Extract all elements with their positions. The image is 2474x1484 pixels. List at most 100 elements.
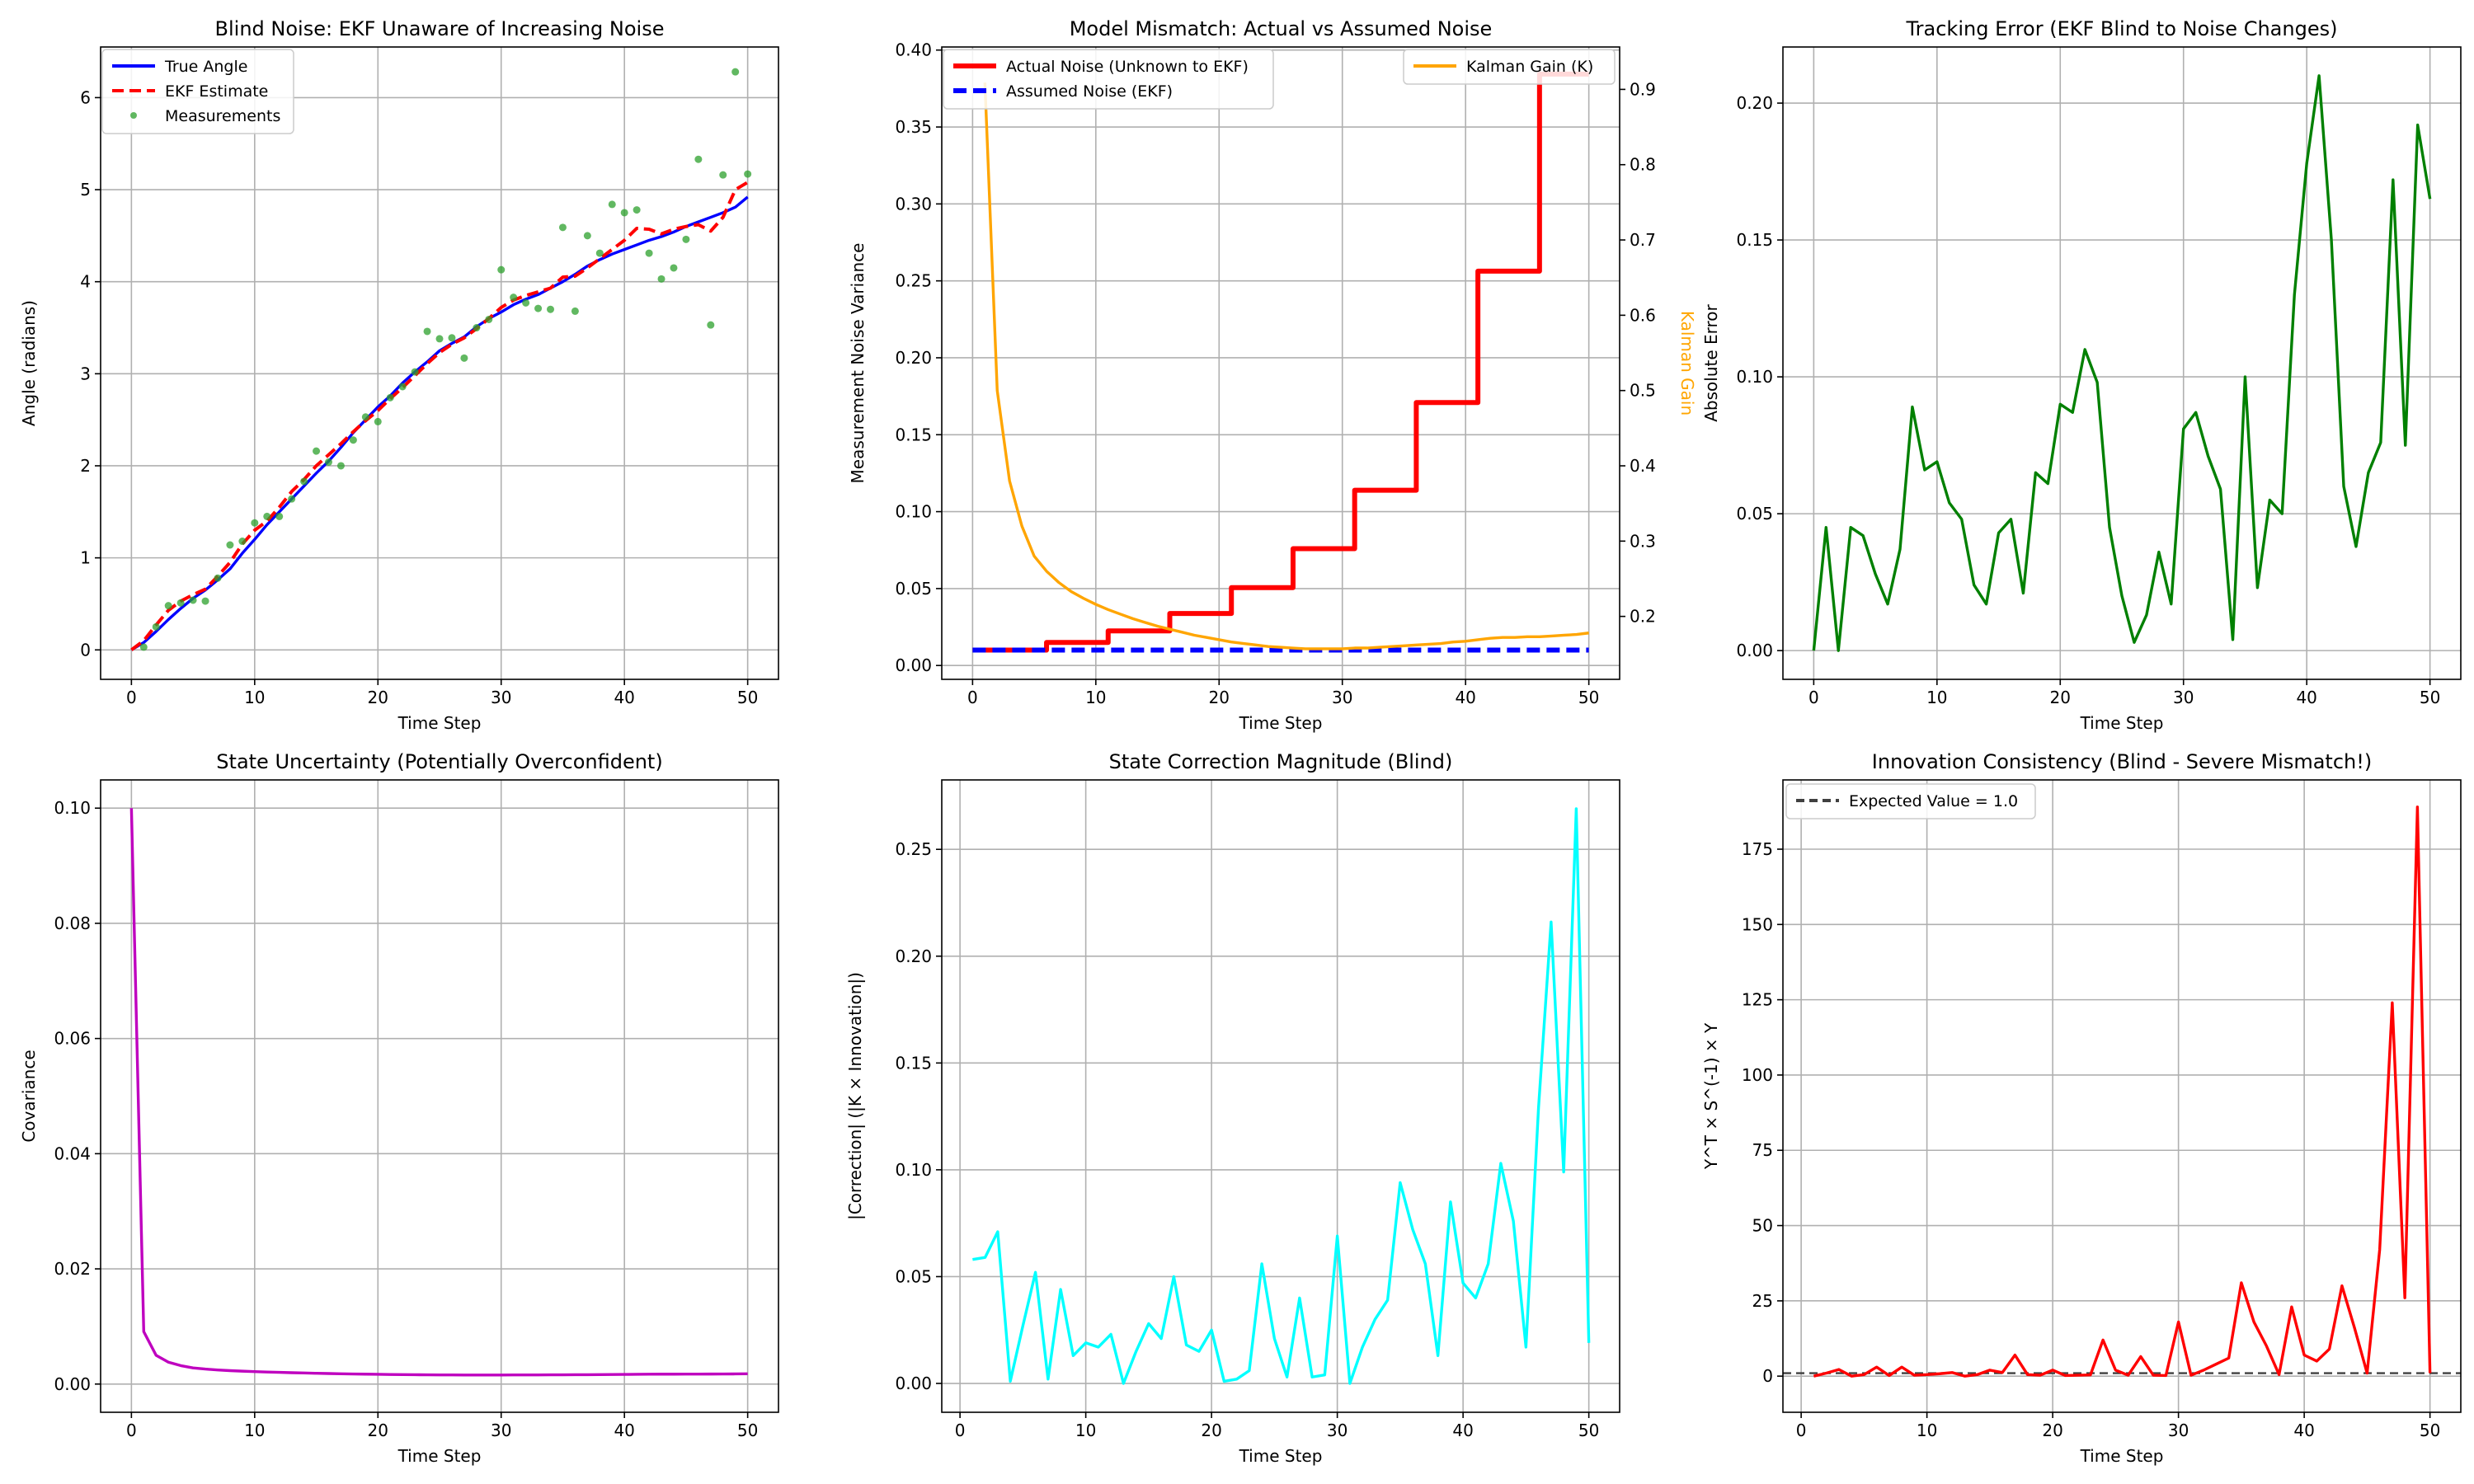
legend-frame-right xyxy=(1403,49,1616,85)
measurement-point xyxy=(608,200,616,209)
series-group xyxy=(1783,805,2461,1378)
measurement-point xyxy=(313,447,321,455)
y2-tick-label: 0.5 xyxy=(1630,381,1656,401)
x-tick-label: 40 xyxy=(614,1421,634,1440)
y-tick-label: 50 xyxy=(1752,1216,1773,1236)
y-tick-label: 0.00 xyxy=(895,1374,932,1393)
data-series-line xyxy=(129,808,748,1377)
x-tick-label: 50 xyxy=(737,1421,758,1440)
x-tick-label: 50 xyxy=(737,688,758,707)
y-tick-label: 0.30 xyxy=(895,194,932,214)
measurement-point xyxy=(361,413,369,421)
y-tick-label: 6 xyxy=(80,87,91,107)
measurement-point xyxy=(670,264,678,272)
x-tick-label: 0 xyxy=(126,1421,137,1440)
legend-label: Actual Noise (Unknown to EKF) xyxy=(1006,58,1249,76)
y-tick-label: 0.10 xyxy=(54,798,91,818)
measurement-point xyxy=(707,321,715,329)
y-tick-label: 0.20 xyxy=(895,348,932,368)
y-tick-label: 0.10 xyxy=(895,1160,932,1180)
measurement-point xyxy=(522,298,530,307)
y-tick-label: 0.40 xyxy=(895,40,932,60)
measurement-point xyxy=(251,519,259,527)
x-tick-label: 10 xyxy=(1085,688,1106,707)
data-series-line xyxy=(1812,74,2432,652)
measurement-point xyxy=(300,477,308,486)
measurement-point xyxy=(633,206,641,214)
y2-tick-label: 0.9 xyxy=(1630,79,1656,99)
measurement-point xyxy=(386,393,394,402)
y-axis-label: Absolute Error xyxy=(1701,303,1721,421)
state-correction-plot: 0 10 20 30 40 50 0.00 0.05 0.10 0.15 0.20 0.25 State… xyxy=(845,750,1620,1466)
measurement-point xyxy=(448,334,456,342)
chart-title: Innovation Consistency (Blind - Severe M… xyxy=(1872,750,2372,773)
x-tick-label: 40 xyxy=(614,688,634,707)
measurement-point xyxy=(176,599,185,607)
y2-tick-label: 0.2 xyxy=(1630,607,1656,627)
state-uncertainty-plot: 0 10 20 30 40 50 0.00 0.02 0.04 0.06 0.08 0.10 State… xyxy=(19,750,779,1466)
x-tick-label: 30 xyxy=(2168,1421,2189,1440)
chart-title: Model Mismatch: Actual vs Assumed Noise xyxy=(1070,17,1493,40)
x-axis-label: Time Step xyxy=(1239,713,1323,733)
x-tick-label: 0 xyxy=(967,688,978,707)
measurement-point xyxy=(744,170,752,178)
x-tick-label: 20 xyxy=(368,688,388,707)
legend-frame xyxy=(1785,783,2036,819)
measurement-point xyxy=(139,643,148,651)
measurement-point xyxy=(226,541,234,549)
y-axis-label: Angle (radians) xyxy=(19,300,39,426)
x-tick-label: 50 xyxy=(2420,1421,2440,1440)
x-tick-label: 10 xyxy=(244,1421,265,1440)
legend-label: Assumed Noise (EKF) xyxy=(1006,82,1173,101)
measurement-point xyxy=(201,597,209,605)
y-axis-label: Y^T × S^(-1) × Y xyxy=(1701,1022,1721,1170)
legend-label: Expected Value = 1.0 xyxy=(1849,792,2018,810)
legend-label: Kalman Gain (K) xyxy=(1466,58,1593,76)
x-tick-label: 30 xyxy=(2173,688,2194,707)
measurement-point xyxy=(534,304,543,312)
axes-frame xyxy=(100,779,779,1413)
y-tick-label: 0.15 xyxy=(895,1053,932,1073)
tracking-error-plot: 0 10 20 30 40 50 0.00 0.05 0.10 0.15 0.20 Tracking … xyxy=(1701,17,2462,733)
y-tick-label: 0.10 xyxy=(1736,367,1773,387)
legend-frame xyxy=(943,49,1274,110)
measurement-point xyxy=(583,232,591,240)
legend-marker xyxy=(130,112,137,119)
measurement-point xyxy=(374,417,382,425)
actual-noise-unknown-to-ekf-series-line xyxy=(972,71,1589,653)
measurement-point xyxy=(595,249,604,257)
y-tick-label: 0.05 xyxy=(895,1266,932,1286)
measurement-point xyxy=(189,596,197,604)
y-tick-label: 0.15 xyxy=(1736,230,1773,250)
y2-tick-label: 0.6 xyxy=(1630,305,1656,325)
x-tick-label: 30 xyxy=(1327,1421,1348,1440)
axes-frame xyxy=(1782,779,2462,1413)
y-tick-label: 3 xyxy=(80,364,91,383)
measurement-point xyxy=(460,354,468,362)
measurement-point xyxy=(571,307,579,315)
measurement-point xyxy=(324,458,332,467)
y-tick-label: 0.06 xyxy=(54,1029,91,1049)
measurement-point xyxy=(558,223,567,232)
x-tick-label: 20 xyxy=(368,1421,388,1440)
y-tick-label: 0.10 xyxy=(895,502,932,522)
chart-title: State Correction Magnitude (Blind) xyxy=(1109,750,1453,773)
measurement-point xyxy=(435,335,444,343)
ekf-estimate-series-line xyxy=(130,181,749,651)
x-tick-label: 30 xyxy=(491,1421,511,1440)
measurement-point xyxy=(645,249,653,257)
x-tick-label: 20 xyxy=(1201,1421,1221,1440)
y-tick-label: 0.35 xyxy=(895,117,932,137)
legend-frame xyxy=(101,49,294,134)
y-tick-label: 0.00 xyxy=(54,1374,91,1394)
measurement-point xyxy=(547,305,555,313)
axes-frame xyxy=(100,46,779,680)
y-tick-label: 5 xyxy=(80,180,91,200)
measurement-point xyxy=(263,512,271,520)
x-tick-label: 0 xyxy=(126,688,137,707)
x-axis-label: Time Step xyxy=(397,1446,482,1466)
x-tick-label: 50 xyxy=(1578,688,1599,707)
data-series-line xyxy=(972,807,1591,1385)
